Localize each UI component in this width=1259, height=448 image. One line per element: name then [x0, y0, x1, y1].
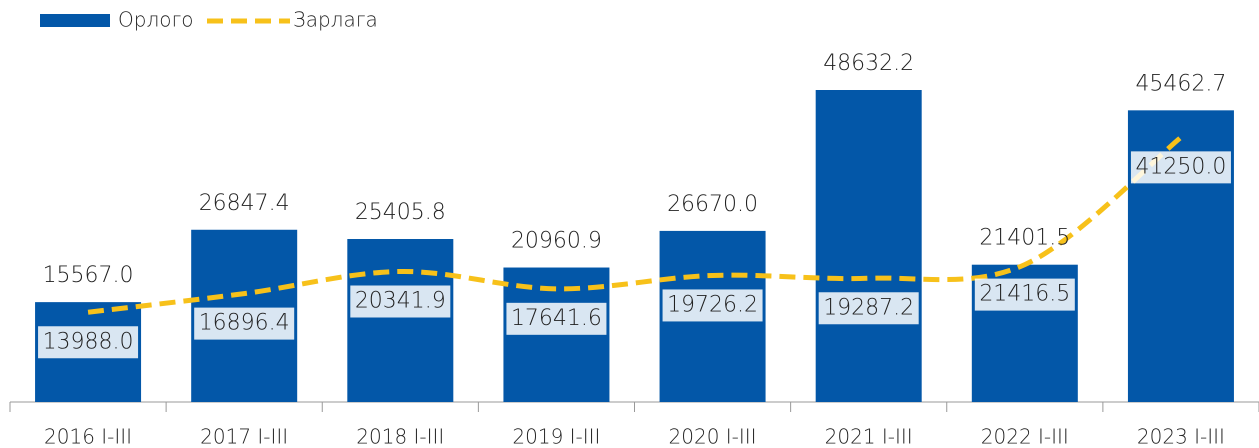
bar-label: 48632.2: [823, 51, 914, 76]
line-label-box: [662, 289, 763, 322]
x-tick-label: 2018 I-III: [356, 425, 444, 448]
line-label: 16896.4: [199, 311, 290, 336]
bar-label: 26847.4: [199, 191, 290, 216]
bar-label: 15567.0: [43, 263, 134, 288]
bar-label: 21401.5: [979, 226, 1070, 251]
line-label: 41250.0: [1135, 154, 1226, 179]
x-tick-label: 2022 I-III: [981, 425, 1069, 448]
line-label: 17641.6: [511, 306, 602, 331]
line-label-box: [194, 307, 295, 340]
bar: [815, 90, 922, 402]
line-label: 19726.2: [667, 292, 758, 317]
line-label-box: [974, 278, 1075, 311]
line-label-box: [38, 326, 139, 359]
x-tick-label: 2021 I-III: [825, 425, 913, 448]
legend-label: Орлого: [118, 8, 194, 32]
x-tick-label: 2020 I-III: [669, 425, 757, 448]
bar: [347, 239, 454, 402]
line-label-box: [350, 285, 451, 318]
bar-label: 20960.9: [511, 229, 602, 254]
bar-label: 45462.7: [1135, 71, 1226, 96]
legend-label: Зарлага: [293, 8, 378, 32]
line-label-box: [1130, 151, 1231, 184]
line-label-box: [818, 292, 919, 325]
legend-swatch: [40, 14, 110, 27]
line-label-box: [506, 302, 607, 335]
bar-label: 26670.0: [667, 192, 758, 217]
line-label: 19287.2: [823, 295, 914, 320]
line: [87, 135, 1183, 315]
line-label: 21416.5: [979, 282, 1070, 307]
line-label: 13988.0: [43, 329, 134, 354]
line-label: 20341.9: [355, 288, 446, 313]
x-tick-label: 2017 I-III: [200, 425, 288, 448]
bar-label: 25405.8: [355, 200, 446, 225]
x-tick-label: 2016 I-III: [44, 425, 132, 448]
x-tick-label: 2023 I-III: [1137, 425, 1225, 448]
x-tick-label: 2019 I-III: [512, 425, 600, 448]
